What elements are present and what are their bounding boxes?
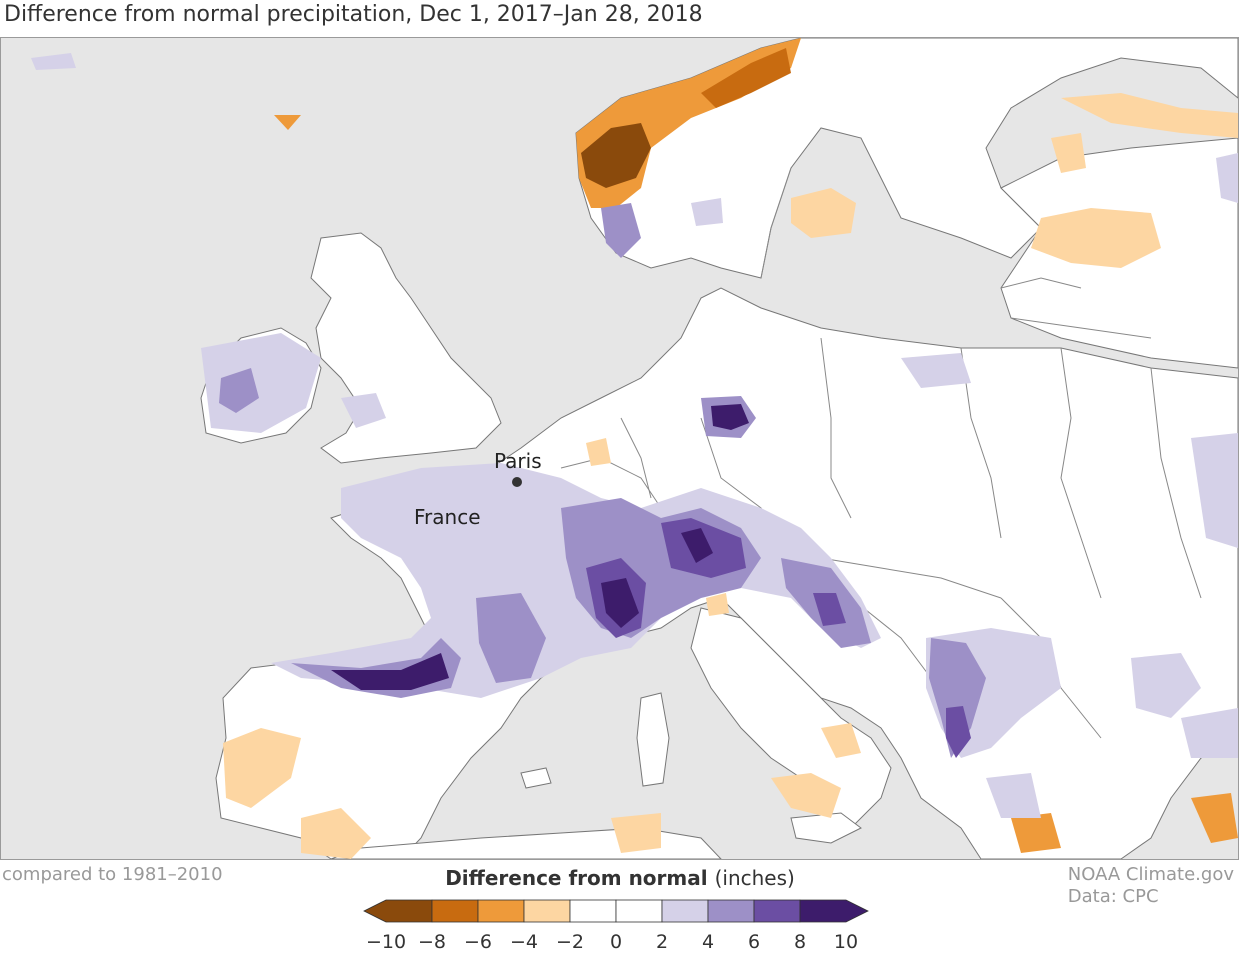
anomaly-pyrenees-core	[331, 653, 449, 690]
france-label: France	[414, 505, 481, 529]
anomaly-turkey-west	[1191, 793, 1238, 843]
anomaly-russia-small	[1216, 153, 1238, 203]
anomaly-alps-west-core	[601, 578, 639, 628]
anomaly-spain-south	[301, 808, 371, 859]
above-normal-areas	[31, 53, 1238, 818]
legend-tick-label: 4	[701, 931, 715, 953]
land-italy	[690, 607, 892, 829]
anomaly-lapland	[1051, 133, 1086, 173]
legend-swatch-neutral	[569, 899, 617, 923]
precipitation-map: Paris France	[0, 37, 1239, 860]
anomaly-norway-core	[581, 123, 651, 188]
legend-tick-label: −2	[555, 931, 584, 953]
anomaly-sweden	[791, 188, 856, 238]
anomaly-greece	[1011, 813, 1061, 853]
legend-swatch-above-8	[799, 899, 869, 923]
legend-color-bar	[362, 896, 880, 930]
legend-title: Difference from normal (inches)	[0, 866, 1240, 890]
land-sardinia	[636, 692, 670, 787]
anomaly-russia-north	[1061, 93, 1238, 138]
anomaly-sweden-small	[691, 198, 723, 226]
anomaly-wales	[341, 393, 386, 428]
legend-swatch-neutral	[615, 899, 663, 923]
anomaly-massif-central	[476, 593, 546, 683]
paris-label: Paris	[494, 449, 542, 473]
credit-data: Data: CPC	[1067, 886, 1159, 907]
anomaly-italy-heel	[821, 723, 861, 758]
legend-swatch-below-4	[523, 899, 571, 923]
anomaly-italy-south	[771, 773, 841, 818]
anomaly-algeria	[611, 813, 661, 853]
anomaly-croatia-core	[813, 593, 846, 626]
legend-tick-label: 6	[747, 931, 761, 953]
anomaly-ukraine	[1191, 433, 1238, 548]
legend-swatch-below-8	[431, 899, 479, 923]
land-scandinavia	[575, 38, 1238, 279]
baseline-note: compared to 1981–2010	[2, 864, 223, 885]
credit-source: NOAA Climate.gov	[1067, 864, 1234, 885]
legend-swatch-above-6	[753, 899, 801, 923]
anomaly-germany-core	[711, 404, 749, 430]
anomaly-norway-south	[601, 203, 641, 258]
legend-tick-label: 8	[793, 931, 807, 953]
below-normal-areas	[223, 38, 1238, 859]
legend-tick-label: −8	[417, 931, 446, 953]
page-title: Difference from normal precipitation, De…	[4, 2, 703, 27]
anomaly-spain	[223, 728, 301, 808]
anomaly-romania	[1131, 653, 1201, 718]
anomaly-greece-small	[986, 773, 1041, 818]
land-mallorca	[520, 767, 552, 789]
legend-tick-label: 0	[609, 931, 623, 953]
legend-swatch-below-6	[477, 899, 525, 923]
legend-tick-label: −10	[366, 931, 407, 953]
anomaly-albania-core	[946, 706, 971, 758]
legend-tick-label: −4	[509, 931, 538, 953]
legend-tick-label: −6	[463, 931, 492, 953]
anomaly-adriatic-small	[706, 593, 729, 616]
anomaly-turkey-small	[1181, 708, 1238, 758]
paris-marker: Paris	[494, 449, 542, 487]
legend-swatch-below-10	[363, 899, 433, 923]
anomaly-atlantic-triangle	[274, 115, 301, 130]
credit: NOAA Climate.gov Data: CPC	[1068, 864, 1234, 908]
legend-swatch-above-2	[661, 899, 709, 923]
anomaly-norway-mid	[701, 48, 791, 108]
legend-unit: (inches)	[714, 866, 795, 890]
anomaly-montenegro	[929, 638, 986, 758]
anomaly-alps-central-core	[681, 528, 713, 563]
anomaly-poland-small	[901, 353, 971, 388]
land-great-britain	[310, 232, 502, 464]
legend-tick-label: 2	[655, 931, 669, 953]
legend-title-text: Difference from normal	[445, 866, 708, 890]
anomaly-norway-north-small	[31, 53, 76, 70]
anomaly-finland	[1031, 208, 1161, 268]
legend-tick-label: 10	[833, 931, 859, 953]
anomaly-germany-small	[586, 438, 611, 466]
anomaly-ireland-core	[219, 368, 259, 413]
legend-swatch-above-4	[707, 899, 755, 923]
land-sicily	[790, 812, 862, 844]
